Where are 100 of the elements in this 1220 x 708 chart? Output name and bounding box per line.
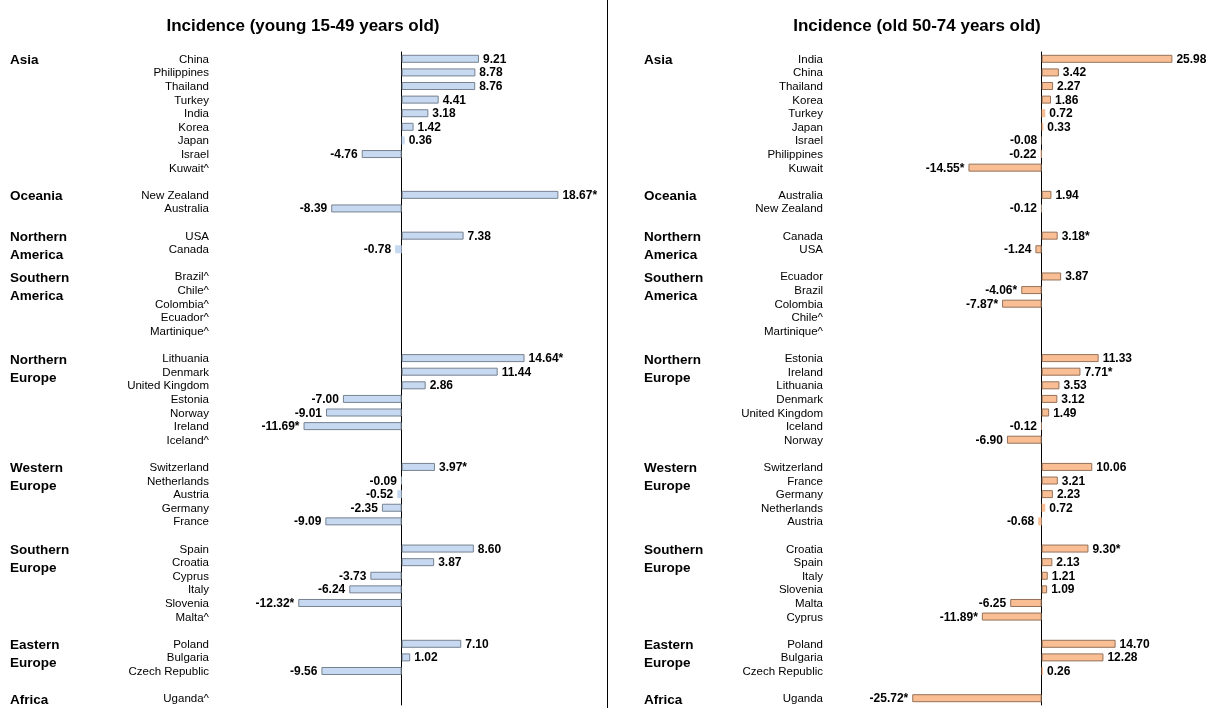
bar (1010, 598, 1042, 607)
data-label: -25.72* (869, 691, 909, 706)
data-label: 8.76 (479, 79, 503, 94)
y-tick-label: Slovenia (778, 583, 824, 596)
data-label: 1.42 (417, 119, 442, 134)
y-tick-label: Uganda (782, 692, 824, 705)
y-tick-label: Turkey (788, 107, 824, 120)
bar (1041, 585, 1048, 594)
text: Northern Europe (10, 351, 71, 385)
y-tick-label: Malta (794, 596, 824, 609)
y-tick-label: Germany (775, 488, 824, 501)
bar (401, 136, 405, 145)
bar (401, 231, 464, 240)
y-tick-label: Japan (177, 134, 209, 147)
data-label: -0.09 (369, 473, 398, 488)
bar (401, 54, 479, 63)
y-tick-label: Australia (778, 188, 824, 201)
text: Northern America (644, 229, 705, 263)
bar (395, 245, 402, 254)
data-label: 11.33 (1102, 351, 1133, 366)
y-tick-label: Ireland (173, 420, 209, 433)
text: Southern Europe (10, 542, 73, 576)
data-label: 25.98 (1176, 51, 1207, 66)
data-label: -0.22 (1009, 147, 1037, 162)
data-label: -2.35 (350, 500, 379, 515)
y-tick-label: Canada (168, 243, 210, 256)
bar (1041, 354, 1099, 363)
data-label: 3.87 (1065, 269, 1089, 284)
data-label: 2.86 (429, 378, 454, 393)
y-tick-label: Chile^ (791, 311, 824, 324)
data-label: 3.21 (1061, 473, 1086, 488)
data-label: 2.27 (1057, 79, 1081, 94)
y-tick-label: Ecuador (780, 270, 824, 283)
y-tick-label: Italy (801, 569, 824, 582)
data-label: 2.13 (1056, 555, 1081, 570)
chart-title: Incidence (old 50-74 years old) (793, 16, 1041, 35)
text: Asia (644, 52, 674, 68)
text: Oceania (644, 188, 698, 204)
y-tick-label: Spain (179, 542, 209, 555)
bar (1038, 517, 1042, 526)
data-label: 1.49 (1053, 405, 1077, 420)
data-label: -6.24 (317, 582, 346, 597)
data-label: 4.41 (442, 92, 467, 107)
data-label: -11.69* (261, 419, 300, 434)
data-label: 7.71* (1084, 364, 1113, 379)
y-tick-label: Brazil^ (174, 270, 210, 283)
data-label: 1.09 (1051, 582, 1075, 597)
bar (1041, 476, 1058, 485)
y-tick-label: Philippines (767, 148, 824, 161)
text: Southern America (10, 269, 73, 303)
y-tick-label: Australia (164, 202, 210, 215)
y-tick-label: Austria (173, 488, 210, 501)
y-tick-label: Netherlands (760, 501, 824, 514)
y-tick-label: Canada (782, 229, 824, 242)
text: Northern America (10, 229, 71, 263)
data-label: 7.38 (467, 228, 492, 243)
data-label: -9.09 (294, 514, 322, 529)
bar (1006, 435, 1042, 444)
data-label: -1.24 (1004, 242, 1032, 257)
bar (1002, 299, 1042, 308)
data-label: -11.89* (939, 609, 979, 624)
y-tick-label: Korea (792, 93, 824, 106)
y-tick-label: United Kingdom (741, 406, 823, 419)
y-tick-label: India (798, 52, 824, 65)
bar (1041, 190, 1052, 199)
data-label: -0.78 (363, 242, 392, 257)
data-label: -14.55* (925, 160, 965, 175)
data-label: 14.64* (528, 351, 564, 366)
data-label: 3.12 (1061, 391, 1086, 406)
bar (1041, 381, 1060, 390)
data-label: -6.25 (978, 595, 1007, 610)
bar (325, 517, 402, 526)
text: Western Europe (10, 460, 67, 494)
y-tick-label: New Zealand (141, 188, 209, 201)
y-tick-label: China (178, 52, 210, 65)
bar (1041, 231, 1058, 240)
data-label: 3.87 (438, 555, 462, 570)
bar (981, 612, 1042, 621)
bar (1041, 68, 1059, 77)
y-tick-label: Austria (787, 515, 824, 528)
y-tick-label: Philippines (153, 66, 210, 79)
bar (1035, 245, 1042, 254)
bar (401, 558, 435, 567)
data-label: 10.06 (1096, 459, 1127, 474)
data-label: 9.30* (1092, 541, 1121, 556)
data-label: -7.00 (311, 391, 340, 406)
y-tick-label: Croatia (785, 542, 824, 555)
y-tick-label: Martinique^ (763, 324, 824, 337)
chart-title: Incidence (young 15-49 years old) (166, 16, 440, 35)
bar (401, 367, 498, 376)
bar (361, 150, 402, 159)
bar (401, 544, 474, 553)
bar (401, 122, 414, 131)
bar (1041, 95, 1052, 104)
y-tick-label: Poland (787, 637, 823, 650)
y-tick-label: Colombia (774, 297, 824, 310)
data-label: 12.28 (1107, 650, 1138, 665)
bar (342, 394, 402, 403)
y-tick-label: Malta^ (175, 610, 210, 623)
y-tick-label: Thailand (778, 80, 823, 93)
